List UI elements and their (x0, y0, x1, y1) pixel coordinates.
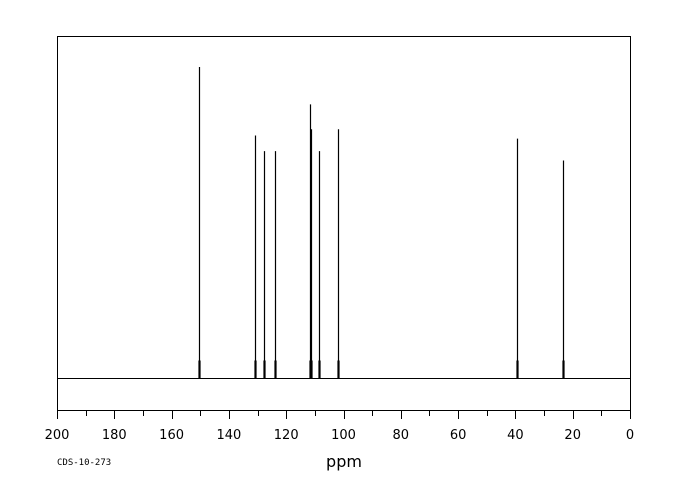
x-tick-label: 20 (564, 428, 581, 443)
x-tick-label: 60 (450, 428, 467, 443)
spectrum-peaks (198, 67, 565, 379)
x-tick-label: 0 (626, 428, 634, 443)
spectrum-code-label: CDS-10-273 (57, 458, 111, 468)
x-tick-label: 40 (507, 428, 524, 443)
plot-frame (57, 36, 631, 411)
x-tick-label: 160 (159, 428, 184, 443)
x-tick-label: 140 (216, 428, 241, 443)
x-tick-label: 80 (393, 428, 410, 443)
x-axis-tick-labels: 200 180 160 140 120 100 80 60 40 20 0 (45, 428, 635, 443)
x-axis-title: ppm (326, 452, 362, 471)
x-tick-label: 200 (45, 428, 70, 443)
x-axis-ticks (57, 411, 631, 419)
x-tick-label: 120 (274, 428, 299, 443)
x-tick-label: 180 (102, 428, 127, 443)
x-tick-label: 100 (331, 428, 356, 443)
